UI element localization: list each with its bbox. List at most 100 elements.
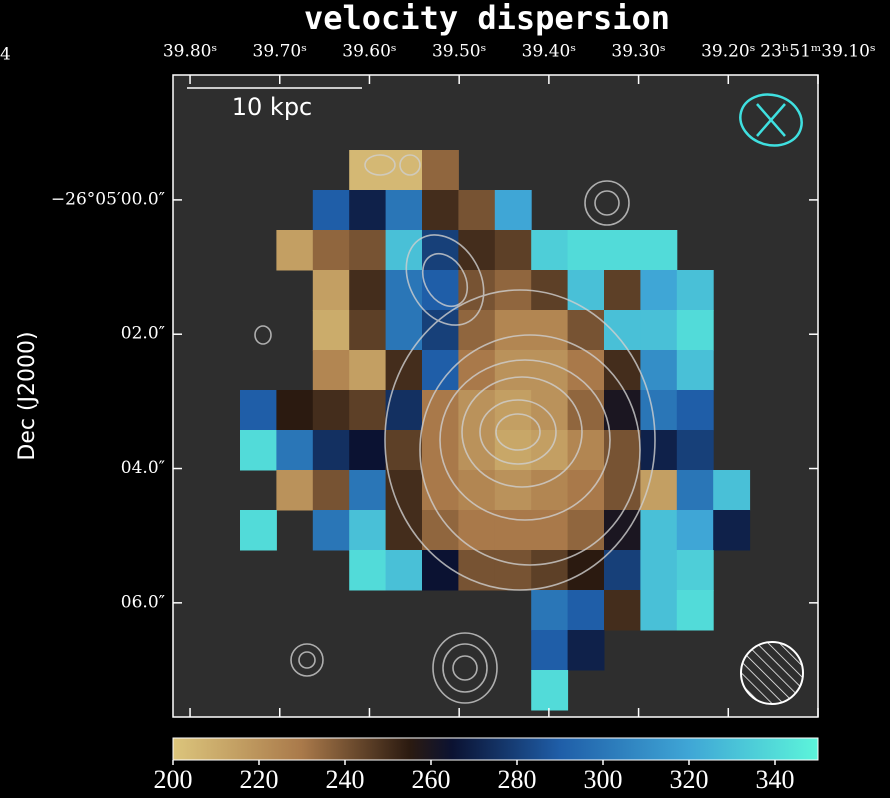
map-cell <box>349 510 386 551</box>
colorbar-tick-label: 300 <box>584 765 623 794</box>
beam <box>741 642 803 704</box>
map-cell <box>349 230 386 271</box>
map-cell <box>677 510 714 551</box>
colorbar-tick-label: 260 <box>412 765 451 794</box>
map-cell <box>568 510 605 551</box>
chart: 10 kpc velocity dispersion 4 Dec (J2000)… <box>0 0 890 798</box>
map-cell <box>386 270 423 311</box>
map-cell <box>349 190 386 231</box>
map-cell <box>604 270 641 311</box>
map-cell <box>458 470 495 511</box>
map-cell <box>495 470 532 511</box>
map-cell <box>458 510 495 551</box>
map-cell <box>640 310 677 351</box>
map-cell <box>677 550 714 591</box>
map-cell <box>349 350 386 391</box>
map-cell <box>240 390 277 431</box>
map-cell <box>640 510 677 551</box>
map-cell <box>276 470 313 511</box>
map-cell <box>276 390 313 431</box>
map-cell <box>531 470 568 511</box>
map-cell <box>640 590 677 631</box>
page: 10 kpc velocity dispersion 4 Dec (J2000)… <box>0 0 890 798</box>
map-cell <box>604 550 641 591</box>
map-cell <box>386 550 423 591</box>
map-cell <box>313 510 350 551</box>
colorbar-tick-label: 200 <box>154 765 193 794</box>
map-cell <box>713 510 750 551</box>
map-cell <box>495 310 532 351</box>
y-axis-label: Dec (J2000) <box>15 331 40 460</box>
map-cell <box>349 550 386 591</box>
map-cell <box>640 230 677 271</box>
map-cell <box>386 350 423 391</box>
colorbar-tick-label: 240 <box>326 765 365 794</box>
map-cell <box>313 230 350 271</box>
map-cell <box>531 590 568 631</box>
map-cell <box>568 230 605 271</box>
map-cell <box>640 470 677 511</box>
map-cell <box>568 390 605 431</box>
map-cell <box>677 590 714 631</box>
map-cell <box>313 190 350 231</box>
map-cell <box>495 550 532 591</box>
x-tick-label: 39.40ˢ <box>522 42 576 62</box>
map-cell <box>495 230 532 271</box>
x-tick-label: 39.30ˢ <box>611 42 665 62</box>
map-cell <box>604 470 641 511</box>
map-cell <box>313 270 350 311</box>
y-tick-label: −26°05′00.0″ <box>51 189 165 209</box>
map-cell <box>313 350 350 391</box>
map-cell <box>240 510 277 551</box>
edge-label: 4 <box>0 45 11 65</box>
map-cell <box>568 630 605 671</box>
chart-title: velocity dispersion <box>304 0 670 37</box>
map-cell <box>531 630 568 671</box>
x-tick-label: 23ʰ51ᵐ39.10ˢ <box>760 42 875 62</box>
map-cell <box>458 190 495 231</box>
map-cell <box>495 390 532 431</box>
map-cell <box>568 430 605 471</box>
map-cell <box>677 470 714 511</box>
y-tick-label: 04.0″ <box>121 458 165 478</box>
map-cell <box>677 350 714 391</box>
map-cell <box>458 550 495 591</box>
map-cell <box>604 390 641 431</box>
map-cell <box>531 350 568 391</box>
map-cell <box>677 310 714 351</box>
map-cell <box>349 470 386 511</box>
map-cell <box>677 430 714 471</box>
map-cell <box>422 190 459 231</box>
map-cell <box>349 430 386 471</box>
map-cell <box>568 590 605 631</box>
map-cell <box>677 390 714 431</box>
map-cell <box>568 470 605 511</box>
map-cell <box>458 310 495 351</box>
map-cell <box>604 310 641 351</box>
map-cell <box>604 230 641 271</box>
map-cell <box>386 310 423 351</box>
map-cell <box>386 470 423 511</box>
map-cell <box>276 430 313 471</box>
map-cell <box>276 230 313 271</box>
map-cell <box>531 230 568 271</box>
map-cell <box>531 550 568 591</box>
map-cell <box>313 430 350 471</box>
map-cell <box>713 470 750 511</box>
map-cell <box>386 230 423 271</box>
colorbar-tick-label: 220 <box>240 765 279 794</box>
map-cell <box>349 270 386 311</box>
map-cell <box>386 190 423 231</box>
x-tick-label: 39.80ˢ <box>163 42 217 62</box>
map-cell <box>531 270 568 311</box>
map-cell <box>313 390 350 431</box>
map-cell <box>677 270 714 311</box>
x-tick-label: 39.60ˢ <box>342 42 396 62</box>
x-tick-label: 39.20ˢ <box>701 42 755 62</box>
x-tick-label: 39.50ˢ <box>432 42 486 62</box>
map-cell <box>531 390 568 431</box>
map-cell <box>640 390 677 431</box>
colorbar <box>173 738 818 760</box>
map-cell <box>240 430 277 471</box>
map-cell <box>313 310 350 351</box>
